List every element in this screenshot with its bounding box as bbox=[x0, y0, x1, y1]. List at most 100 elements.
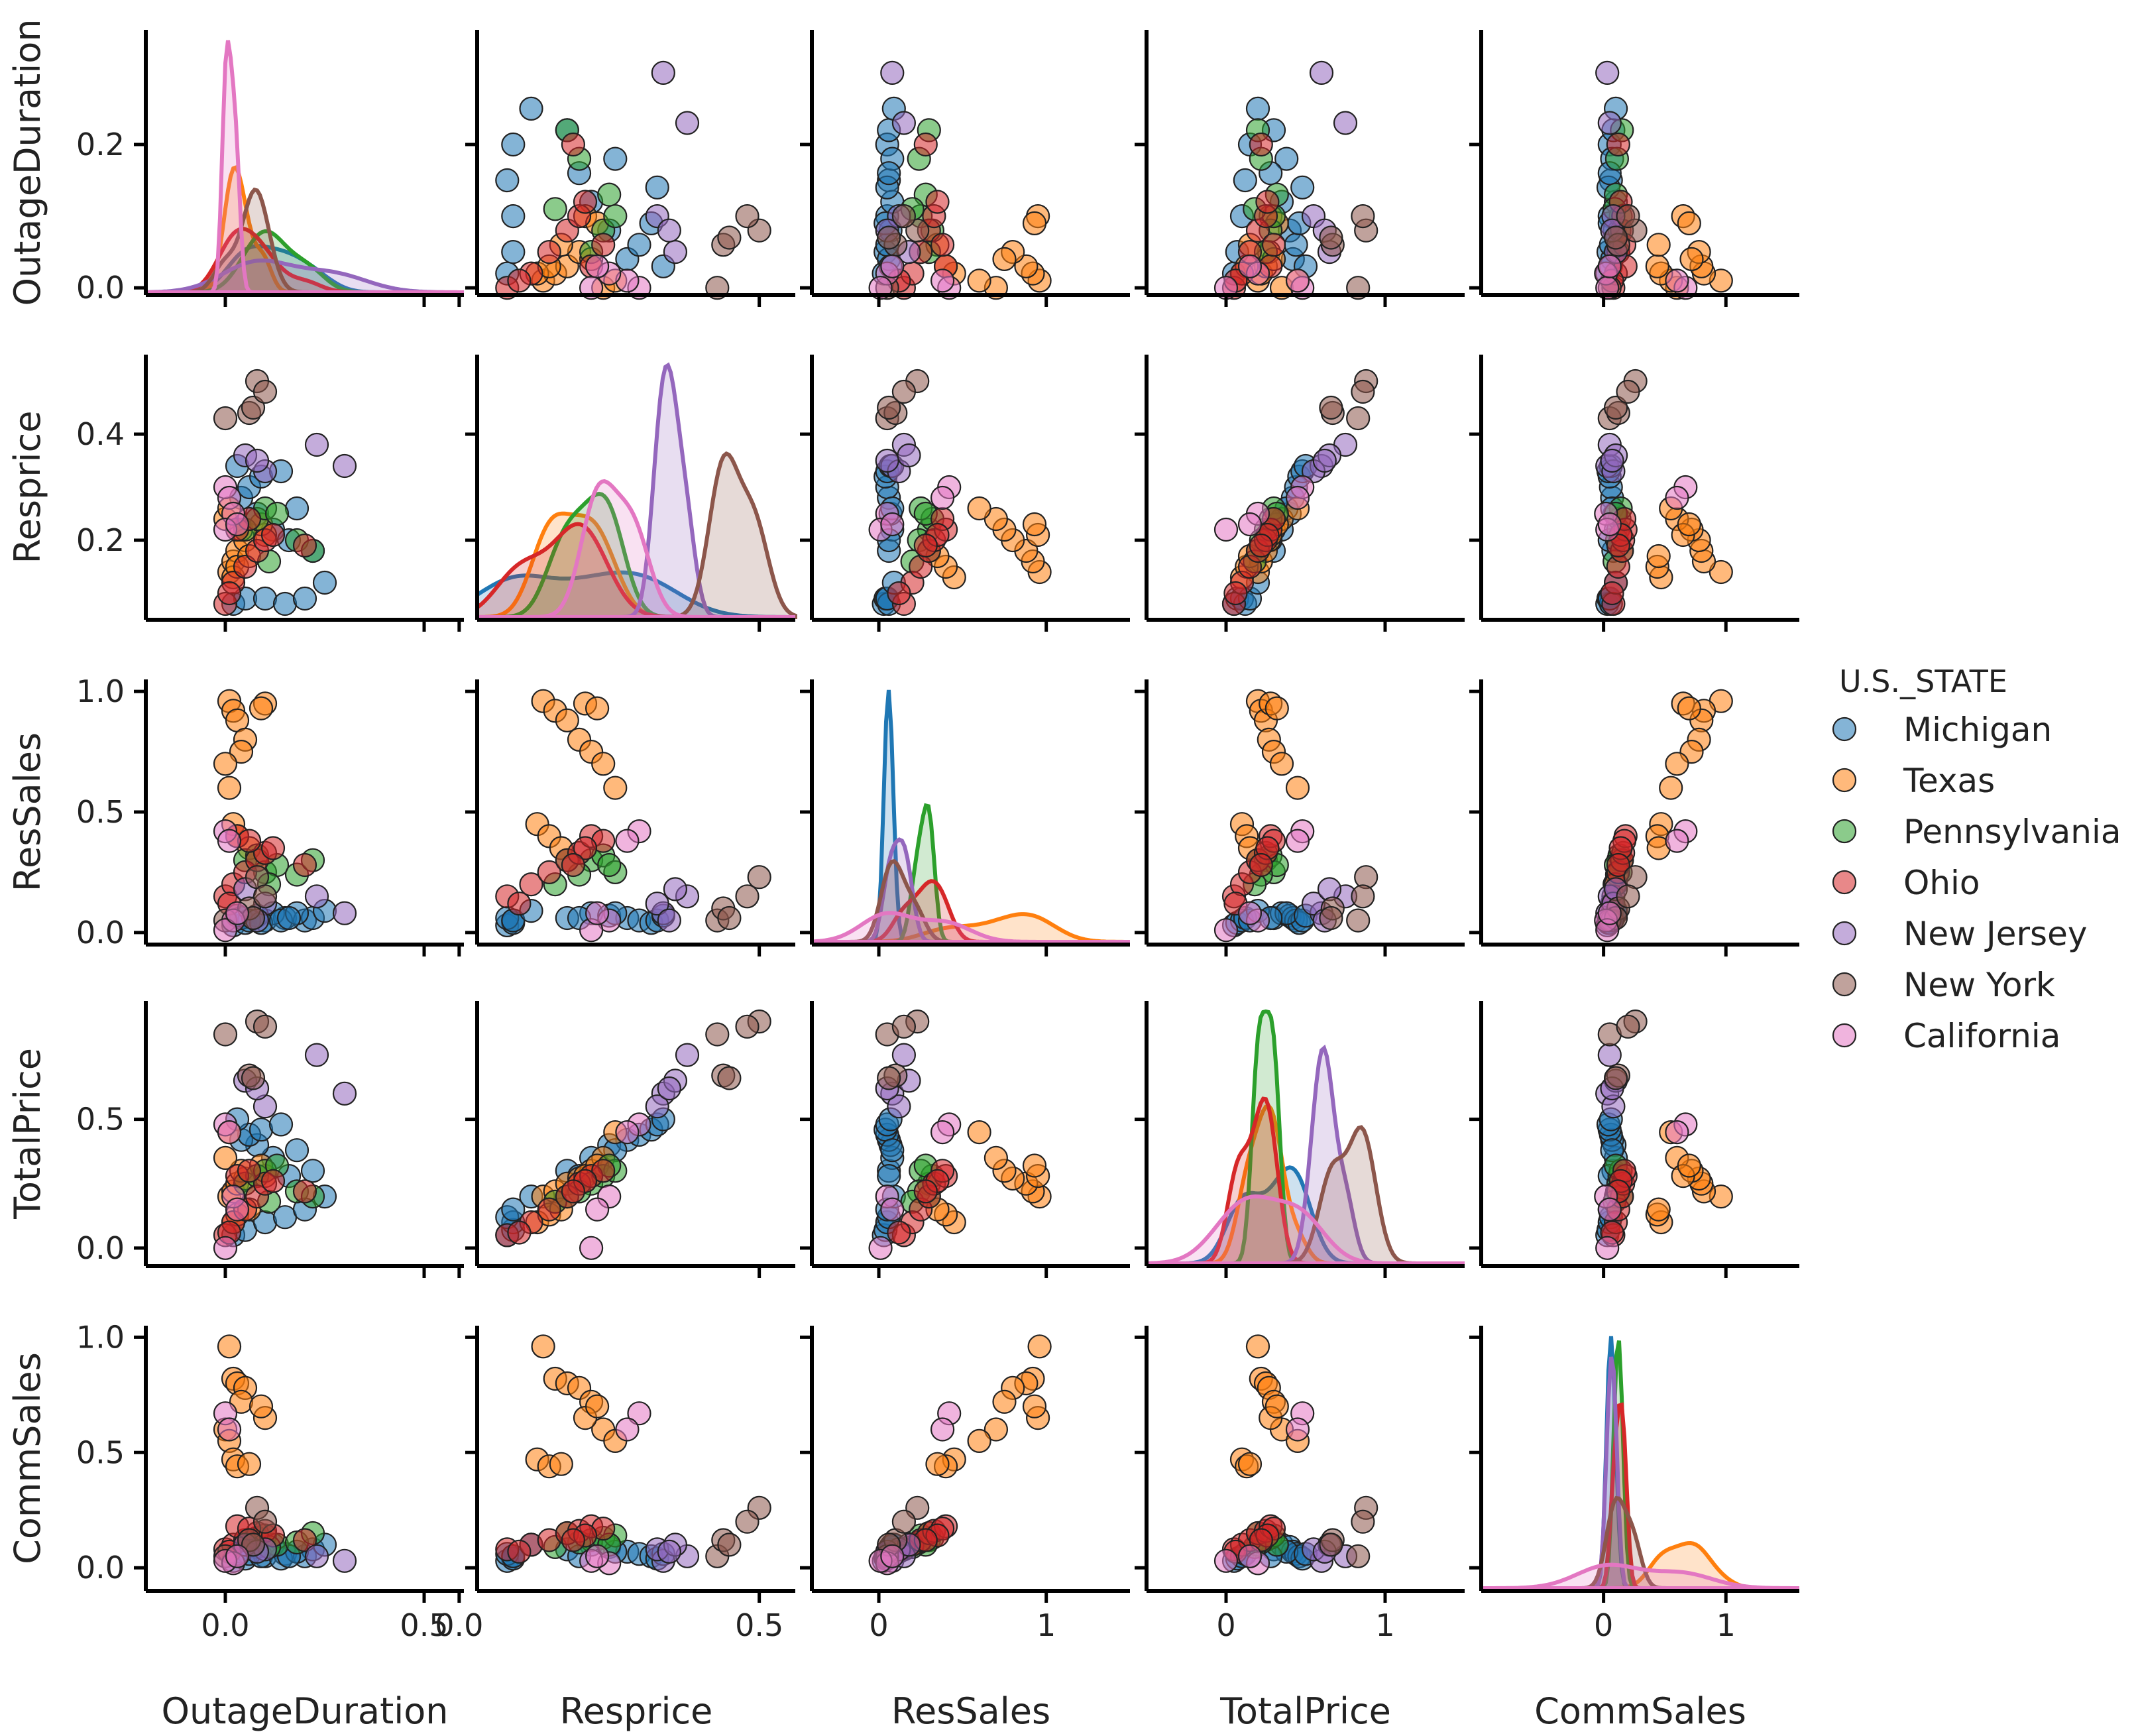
point-new-york-54 bbox=[1351, 204, 1375, 229]
point-california-59 bbox=[880, 1197, 905, 1222]
y-axis-title-ressales: ResSales bbox=[7, 732, 48, 892]
point-ohio-37 bbox=[537, 240, 561, 264]
point-new-jersey-45 bbox=[651, 60, 675, 86]
point-texas-16 bbox=[531, 1334, 555, 1359]
point-michigan-4 bbox=[501, 1197, 526, 1222]
point-california-58 bbox=[1213, 1548, 1239, 1573]
legend-label: Ohio bbox=[1903, 864, 1980, 902]
point-new-york-53 bbox=[717, 1066, 742, 1090]
point-texas-20 bbox=[229, 739, 254, 764]
point-california-58 bbox=[213, 1236, 238, 1260]
point-california-55 bbox=[627, 1401, 651, 1426]
legend-entry-california: California bbox=[1832, 1017, 2060, 1055]
point-texas-25 bbox=[1646, 233, 1671, 257]
point-texas-22 bbox=[217, 776, 242, 800]
point-new-jersey-46 bbox=[304, 1544, 329, 1568]
point-ohio-44 bbox=[292, 1528, 317, 1552]
x-tick-label: 1 bbox=[1716, 1607, 1736, 1643]
kde-commsales-california bbox=[1481, 1562, 1799, 1590]
point-texas-22 bbox=[603, 776, 628, 800]
panel-resprice-vs-resprice bbox=[457, 355, 797, 632]
y-tick-label: 0.0 bbox=[76, 270, 125, 306]
point-texas-25 bbox=[1237, 1452, 1263, 1476]
point-texas-27 bbox=[585, 1394, 610, 1418]
y-tick-label: 1.0 bbox=[76, 673, 125, 709]
legend-marker bbox=[1832, 717, 1857, 742]
point-texas-20 bbox=[992, 1389, 1017, 1414]
point-new-york-54 bbox=[1616, 884, 1640, 909]
point-new-york-53 bbox=[1604, 395, 1628, 420]
point-texas-21 bbox=[213, 752, 238, 776]
point-california-58 bbox=[579, 1236, 604, 1260]
point-california-56 bbox=[1665, 268, 1689, 293]
point-texas-24 bbox=[1645, 254, 1669, 278]
point-ohio-44 bbox=[292, 533, 317, 558]
panel-totalprice-vs-ressales bbox=[800, 1001, 1130, 1278]
y-tick-label: 0.5 bbox=[76, 1102, 125, 1137]
point-michigan-3 bbox=[1233, 168, 1257, 193]
point-pennsylvania-31 bbox=[264, 501, 290, 526]
legend-entry-texas: Texas bbox=[1832, 762, 1995, 800]
point-new-york-54 bbox=[891, 379, 917, 404]
point-new-york-51 bbox=[213, 406, 238, 431]
point-new-york-53 bbox=[1319, 395, 1343, 420]
x-tick-label: 0.5 bbox=[400, 1607, 448, 1643]
x-tick-label: 0.0 bbox=[201, 1607, 249, 1643]
point-new-york-53 bbox=[241, 1066, 266, 1090]
point-new-jersey-45 bbox=[1309, 60, 1334, 86]
point-texas-22 bbox=[1285, 776, 1310, 800]
point-new-york-54 bbox=[1351, 884, 1375, 909]
point-california-58 bbox=[213, 918, 238, 943]
point-california-59 bbox=[225, 901, 250, 925]
point-texas-27 bbox=[249, 1394, 274, 1418]
point-new-jersey-49 bbox=[657, 1539, 681, 1564]
point-michigan-12 bbox=[284, 1138, 309, 1163]
kde-ressales-pennsylvania bbox=[812, 803, 1130, 944]
point-california-59 bbox=[585, 901, 610, 925]
point-new-york-50 bbox=[747, 865, 771, 890]
kde-totalprice-california bbox=[1145, 1194, 1465, 1265]
point-michigan-9 bbox=[627, 233, 651, 257]
point-new-york-54 bbox=[1616, 1014, 1640, 1039]
point-texas-22 bbox=[967, 1120, 991, 1145]
point-michigan-12 bbox=[603, 146, 628, 171]
point-new-york-53 bbox=[1604, 225, 1628, 250]
point-new-jersey-46 bbox=[1597, 1043, 1622, 1067]
legend: U.S._STATE Michigan Texas Pennsylvania Ohio… bbox=[1832, 664, 2121, 1055]
point-new-jersey-49 bbox=[1312, 448, 1337, 473]
point-texas-21 bbox=[1665, 752, 1689, 776]
panel-outageduration-vs-totalprice bbox=[1135, 30, 1465, 307]
point-pennsylvania-31 bbox=[597, 852, 622, 878]
point-new-jersey-46 bbox=[304, 432, 329, 457]
point-new-jersey-45 bbox=[332, 453, 357, 479]
legend-marker bbox=[1832, 972, 1857, 997]
panel-totalprice-vs-totalprice bbox=[1135, 1001, 1465, 1278]
point-pennsylvania-34 bbox=[543, 197, 567, 221]
legend-marker bbox=[1832, 1023, 1857, 1048]
point-california-59 bbox=[1237, 901, 1263, 925]
point-michigan-11 bbox=[1290, 175, 1315, 200]
point-california-59 bbox=[880, 1544, 905, 1568]
legend-entry-new-jersey: New Jersey bbox=[1832, 915, 2087, 953]
legend-entries: Michigan Texas Pennsylvania Ohio New Jersey N… bbox=[1832, 711, 2121, 1055]
panel-ressales-vs-outageduration: 0.0 0.5 1.0 bbox=[76, 673, 464, 956]
legend-label: New Jersey bbox=[1903, 915, 2087, 953]
point-california-59 bbox=[880, 512, 905, 537]
point-ohio-37 bbox=[233, 554, 258, 579]
y-tick-label: 0.2 bbox=[76, 522, 125, 558]
x-tick-label: 0.0 bbox=[435, 1607, 483, 1643]
panel-resprice-vs-outageduration: 0.2 0.4 bbox=[76, 355, 464, 632]
point-ohio-43 bbox=[507, 892, 532, 916]
point-ohio-44 bbox=[1606, 852, 1630, 878]
panel-ressales-vs-totalprice bbox=[1135, 679, 1465, 956]
point-california-56 bbox=[1285, 829, 1310, 853]
point-new-jersey-49 bbox=[875, 448, 899, 473]
point-new-jersey-46 bbox=[675, 1043, 700, 1067]
point-michigan-12 bbox=[880, 1138, 905, 1163]
point-california-56 bbox=[930, 485, 955, 510]
y-tick-label: 0.0 bbox=[76, 915, 125, 951]
point-texas-27 bbox=[249, 696, 274, 721]
point-michigan-15 bbox=[877, 161, 901, 186]
